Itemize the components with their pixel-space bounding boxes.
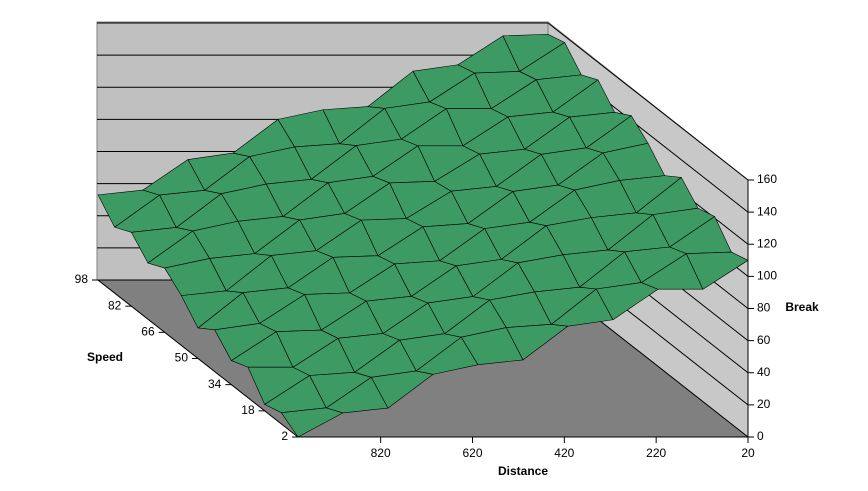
z-tick-label: 0 [757,429,764,443]
y-tick-label: 82 [108,298,122,312]
y-tick-label: 34 [208,377,222,391]
z-tick-label: 100 [757,269,777,283]
z-tick-label: 40 [757,365,771,379]
x-tick-label: 820 [371,446,391,460]
x-tick-label: 20 [741,446,755,460]
y-tick-label: 2 [281,429,288,443]
z-axis-label: Break [785,300,819,314]
x-tick-label: 620 [462,446,482,460]
y-tick-label: 98 [75,272,89,286]
z-tick-label: 140 [757,204,777,218]
y-tick-label: 50 [175,351,189,365]
y-axis-label: Speed [87,350,123,364]
z-tick-label: 80 [757,301,771,315]
z-tick-label: 160 [757,172,777,186]
y-tick-label: 18 [241,403,255,417]
y-tick-label: 66 [141,325,155,339]
z-tick-label: 60 [757,333,771,347]
x-tick-label: 420 [554,446,574,460]
z-tick-label: 20 [757,397,771,411]
x-axis-label: Distance [498,464,548,478]
x-tick-label: 220 [646,446,666,460]
z-tick-label: 120 [757,236,777,250]
grid-line [547,22,749,181]
surface-cell [686,251,749,290]
